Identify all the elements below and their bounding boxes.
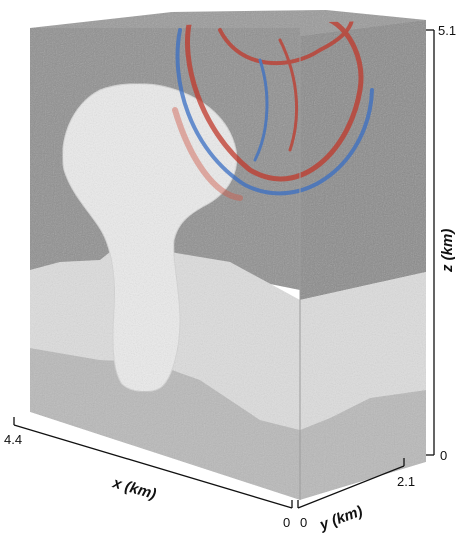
y-axis-line [297,465,405,509]
x-tick-label-start: 4.4 [4,432,22,447]
salt-body [62,83,238,392]
wavefront-blue-arc-1 [175,28,374,196]
y-axis-label: y (km) [317,503,365,534]
y-tick-label-end: 2.1 [397,474,415,489]
z-tick-label-bottom: 0 [440,448,447,463]
x-axis-label: x (km) [110,474,158,503]
wavefront-red-arc-4 [278,38,298,152]
y-tick-label-start: 0 [300,515,307,530]
wavefront-red-arc-3 [172,107,243,201]
x-tick-label-end: 0 [283,515,290,530]
wavefront-overlay [172,20,374,201]
upper-sediment-side [300,20,426,300]
x-axis-line [13,424,293,509]
z-axis-label: z (km) [439,229,456,273]
z-axis: 5.1 0 z (km) [426,23,456,463]
z-tick-label-top: 5.1 [438,23,456,38]
wavefront-red-arc-2 [218,20,354,66]
wavefront-blue-arc-2 [253,58,269,162]
wavefront-red-arc-1 [185,20,364,182]
